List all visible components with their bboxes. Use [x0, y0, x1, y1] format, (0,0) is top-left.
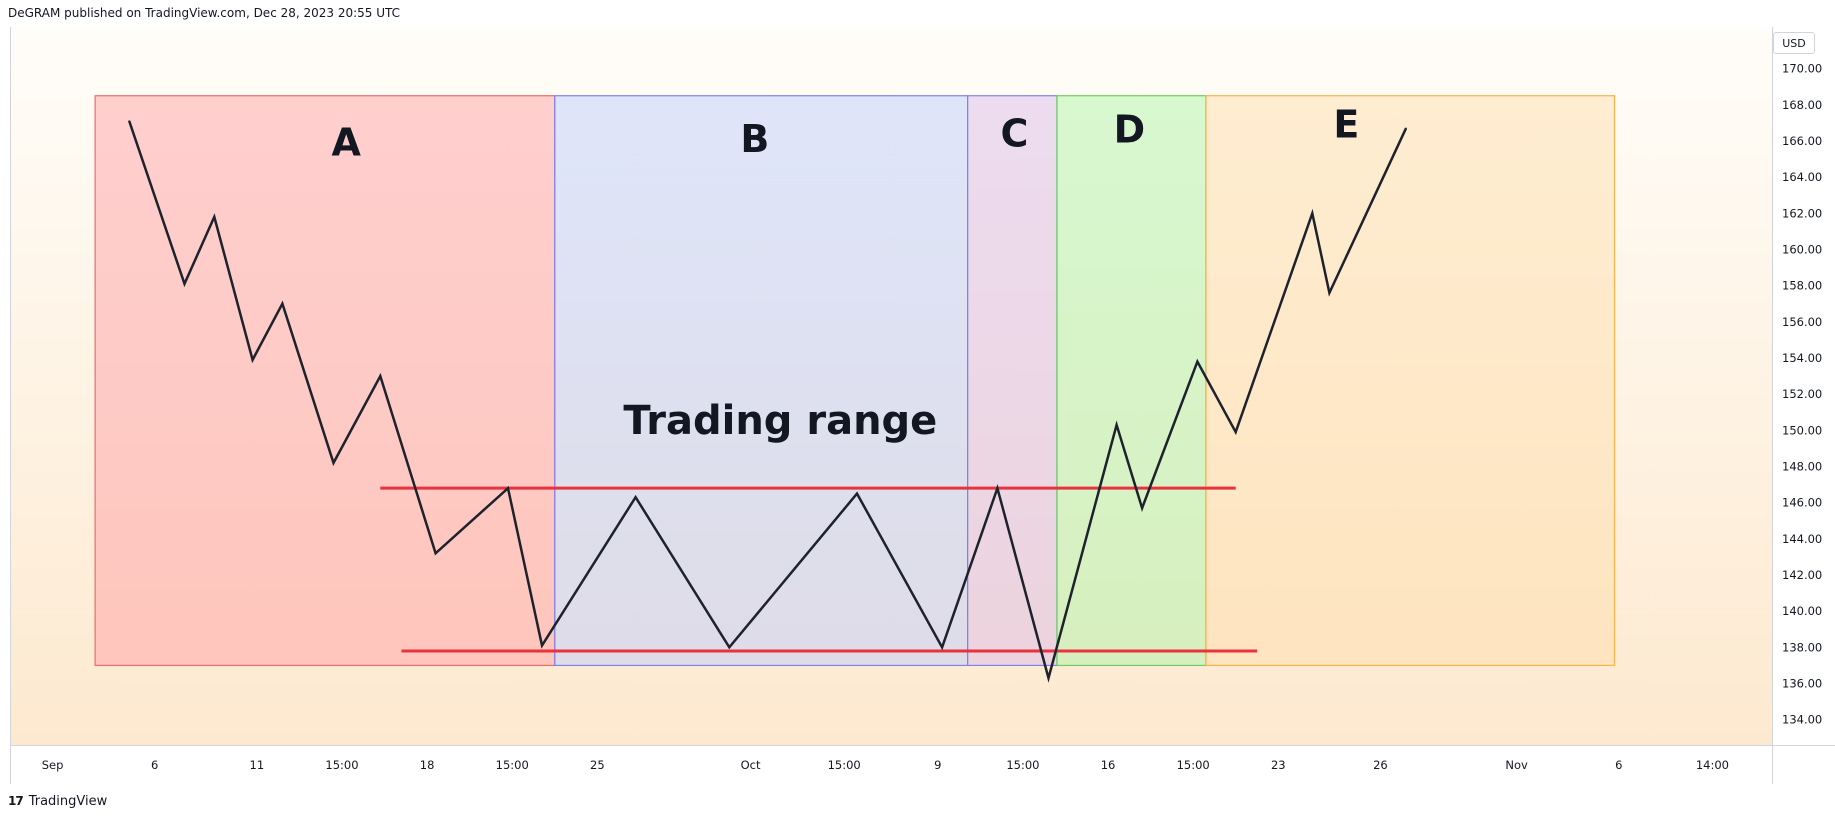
- time-tick-label: 11: [250, 758, 265, 772]
- time-tick-label: 15:00: [496, 758, 529, 772]
- brand-label: TradingView: [28, 793, 108, 809]
- time-tick-label: 6: [151, 758, 158, 772]
- zone-label-b: B: [740, 117, 769, 161]
- price-point-18: [1196, 360, 1199, 363]
- price-axis-panel: [1772, 27, 1835, 784]
- price-tick-label: 144.00: [1782, 532, 1822, 546]
- time-tick-label: 15:00: [325, 758, 358, 772]
- price-tick-label: 152.00: [1782, 387, 1822, 401]
- time-tick-label: 25: [590, 758, 605, 772]
- price-tick-label: 136.00: [1782, 677, 1822, 691]
- zone-label-c: C: [1000, 111, 1028, 155]
- price-tick-label: 154.00: [1782, 351, 1822, 365]
- zone-d: [1056, 95, 1207, 667]
- price-point-3: [251, 358, 254, 361]
- zone-label-a: A: [332, 120, 362, 164]
- price-tick-label: 162.00: [1782, 206, 1822, 220]
- plot-background: [10, 27, 1772, 745]
- time-tick-label: 9: [934, 758, 941, 772]
- time-tick-label: 15:00: [828, 758, 861, 772]
- price-point-7: [434, 552, 437, 555]
- price-tick-label: 146.00: [1782, 496, 1822, 510]
- time-tick-label: 16: [1101, 758, 1116, 772]
- price-point-21: [1328, 292, 1331, 294]
- time-axis-panel: [10, 745, 1772, 784]
- zone-a: [94, 95, 556, 667]
- time-tick-label: 18: [420, 758, 435, 772]
- price-point-0: [128, 120, 130, 122]
- price-tick-label: 158.00: [1782, 279, 1822, 293]
- price-point-13: [941, 646, 943, 649]
- time-tick-label: 15:00: [1006, 758, 1039, 772]
- price-point-12: [856, 492, 858, 495]
- price-point-22: [1405, 127, 1407, 130]
- price-point-11: [728, 646, 731, 649]
- price-point-20: [1311, 212, 1314, 215]
- tradingview-logo-icon: 17: [8, 794, 24, 808]
- price-tick-label: 148.00: [1782, 459, 1822, 473]
- zone-label-e: E: [1333, 102, 1359, 146]
- time-tick-label: 23: [1271, 758, 1286, 772]
- price-point-17: [1141, 507, 1143, 509]
- footer-brand[interactable]: 17 TradingView: [8, 792, 107, 810]
- time-tick-label: 15:00: [1177, 758, 1210, 772]
- zone-label-d: D: [1114, 108, 1146, 152]
- price-tick-label: 170.00: [1782, 62, 1822, 76]
- price-point-5: [332, 462, 335, 464]
- price-point-19: [1234, 431, 1237, 433]
- zone-e: [1205, 95, 1616, 667]
- time-tick-label: Nov: [1505, 758, 1528, 772]
- price-point-4: [281, 302, 284, 305]
- price-tick-label: 168.00: [1782, 98, 1822, 112]
- chart-area[interactable]: A B C D E Trading range 134.00 136.00 138.00 140…: [10, 27, 1835, 784]
- price-point-16: [1115, 424, 1118, 426]
- zone-c: [967, 95, 1058, 667]
- trading-range-label: Trading range: [623, 398, 937, 444]
- time-tick-label: 14:00: [1696, 758, 1729, 772]
- price-tick-label: 142.00: [1782, 568, 1822, 582]
- chart-canvas[interactable]: A B C D E Trading range 134.00 136.00 138.00 140…: [10, 27, 1835, 784]
- price-tick-label: 134.00: [1782, 713, 1822, 727]
- price-point-8: [507, 487, 509, 489]
- price-point-9: [541, 644, 543, 647]
- time-tick-label: 6: [1615, 758, 1622, 772]
- price-tick-label: 140.00: [1782, 604, 1822, 618]
- price-tick-label: 160.00: [1782, 242, 1822, 256]
- price-tick-label: 156.00: [1782, 315, 1822, 329]
- time-tick-label: 26: [1373, 758, 1388, 772]
- time-tick-label: Oct: [741, 758, 761, 772]
- price-point-14: [996, 487, 999, 489]
- time-tick-label: Sep: [42, 758, 64, 772]
- price-point-1: [183, 283, 186, 285]
- price-point-10: [634, 496, 637, 499]
- price-point-2: [213, 216, 216, 218]
- publisher-header: DeGRAM published on TradingView.com, Dec…: [8, 6, 401, 20]
- price-tick-label: 138.00: [1782, 640, 1822, 654]
- price-tick-label: 166.00: [1782, 134, 1822, 148]
- currency-button[interactable]: USD: [1773, 32, 1815, 54]
- price-tick-label: 150.00: [1782, 423, 1822, 437]
- price-tick-label: 164.00: [1782, 170, 1822, 184]
- price-point-6: [379, 375, 382, 377]
- price-point-15: [1047, 677, 1050, 679]
